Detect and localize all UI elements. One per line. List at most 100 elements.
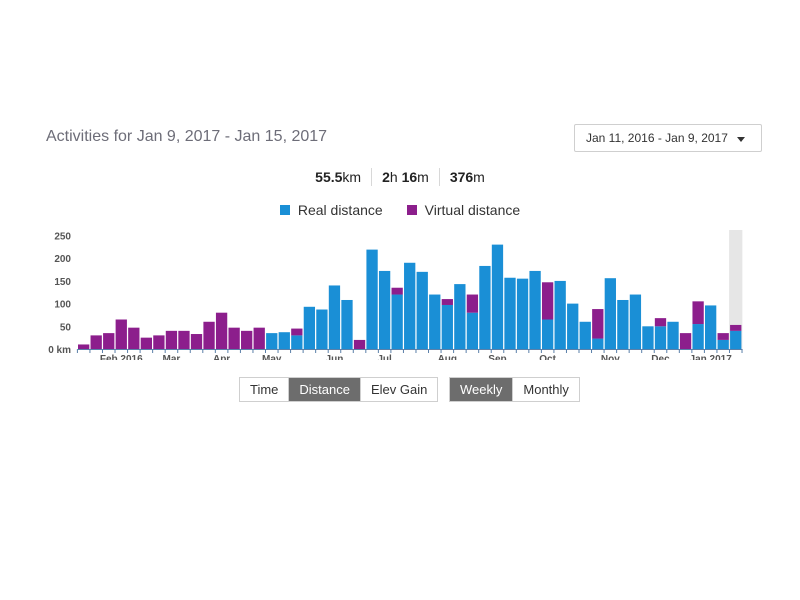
y-tick-label: 0 km	[48, 345, 71, 356]
real-distance-swatch	[279, 205, 290, 215]
totals-summary: 55.5km 2h 16m 376m	[0, 168, 800, 186]
virtual-distance-swatch	[406, 205, 417, 215]
total-distance: 55.5km	[315, 169, 362, 185]
bar-virtual-distance	[78, 344, 90, 349]
bar-virtual-distance	[391, 287, 403, 295]
bar-virtual-distance	[654, 318, 667, 327]
x-tick-label: Sep	[488, 354, 506, 360]
x-tick-label: Jul	[377, 354, 392, 360]
date-range-dropdown[interactable]: Jan 11, 2016 - Jan 9, 2017	[574, 124, 762, 152]
page-title: Activities for Jan 9, 2017 - Jan 15, 201…	[46, 128, 328, 145]
bar-real-distance	[642, 326, 654, 349]
bar-virtual-distance	[291, 328, 303, 336]
bar-real-distance	[316, 309, 328, 349]
bar-real-distance	[617, 299, 629, 349]
bar-real-distance	[378, 270, 391, 349]
chart-legend: Real distance Virtual distance	[0, 202, 800, 218]
legend-item-virtual[interactable]: Virtual distance	[406, 202, 521, 218]
x-tick-label: Nov	[601, 354, 620, 360]
x-tick-label: May	[262, 354, 282, 360]
bar-real-distance	[366, 249, 378, 349]
bar-virtual-distance	[541, 282, 554, 320]
bar-virtual-distance	[730, 324, 742, 331]
bar-real-distance	[529, 270, 541, 349]
elev-gain-button[interactable]: Elev Gain	[360, 378, 438, 401]
bar-virtual-distance	[90, 335, 102, 349]
bar-real-distance	[692, 324, 704, 349]
total-time: 2h 16m	[382, 169, 429, 185]
bar-virtual-distance	[353, 339, 366, 349]
bar-real-distance	[579, 321, 591, 349]
x-tick-label: Dec	[651, 354, 670, 360]
totals-divider	[371, 168, 373, 186]
x-tick-label: Jun	[326, 354, 344, 360]
bar-virtual-distance	[441, 299, 453, 305]
period-toggle: Weekly Monthly	[449, 377, 580, 402]
bar-real-distance	[391, 294, 403, 349]
x-tick-label: Aug	[438, 354, 457, 360]
x-tick-label: Jan 2017	[690, 354, 733, 360]
bar-real-distance	[266, 333, 278, 349]
bar-virtual-distance	[115, 319, 127, 349]
legend-label-virtual: Virtual distance	[424, 202, 521, 218]
totals-divider	[438, 168, 440, 186]
x-tick-label: Mar	[163, 354, 181, 360]
bar-virtual-distance	[103, 333, 115, 349]
bar-real-distance	[278, 332, 290, 349]
current-week-highlight	[729, 230, 743, 349]
bar-real-distance	[504, 277, 516, 349]
bar-real-distance	[554, 280, 566, 349]
bar-virtual-distance	[692, 301, 704, 325]
date-range-value: Jan 11, 2016 - Jan 9, 2017	[586, 131, 728, 145]
monthly-button[interactable]: Monthly	[513, 378, 579, 401]
legend-item-real[interactable]: Real distance	[279, 202, 383, 218]
bar-virtual-distance	[679, 333, 692, 349]
x-tick-label: Oct	[539, 354, 556, 360]
bar-virtual-distance	[717, 333, 729, 340]
bar-real-distance	[604, 278, 616, 349]
bar-virtual-distance	[165, 330, 178, 349]
weekly-button[interactable]: Weekly	[450, 378, 514, 401]
bar-virtual-distance	[241, 330, 253, 349]
bar-real-distance	[466, 312, 479, 349]
bar-virtual-distance	[592, 309, 604, 339]
bar-virtual-distance	[178, 330, 190, 349]
weekly-distance-chart: 0 km 50 100 150 200 250 Feb 2016 Mar Apr May Jun Ju…	[48, 230, 743, 360]
y-tick-label: 50	[60, 322, 72, 333]
bar-real-distance	[567, 303, 579, 349]
bar-real-distance	[416, 271, 428, 349]
bar-virtual-distance	[153, 335, 165, 349]
bar-real-distance	[541, 319, 554, 349]
x-tick-label: Apr	[213, 354, 230, 360]
bar-virtual-distance	[140, 337, 152, 349]
distance-button[interactable]: Distance	[289, 378, 361, 401]
bar-real-distance	[705, 305, 717, 349]
x-tick-label: Feb 2016	[100, 354, 143, 360]
bar-real-distance	[429, 294, 441, 349]
metric-toggle: Time Distance Elev Gain	[239, 377, 439, 402]
bar-real-distance	[291, 335, 303, 349]
bar-virtual-distance	[215, 312, 228, 349]
bar-real-distance	[730, 330, 742, 349]
bar-real-distance	[491, 244, 504, 349]
bar-real-distance	[516, 278, 529, 349]
bar-real-distance	[592, 338, 604, 349]
bar-real-distance	[441, 304, 453, 349]
bar-real-distance	[404, 262, 416, 349]
bar-virtual-distance	[190, 334, 203, 349]
y-tick-label: 100	[54, 300, 71, 311]
bar-virtual-distance	[228, 327, 240, 349]
bar-real-distance	[667, 321, 679, 349]
caret-down-icon	[737, 137, 745, 142]
bar-real-distance	[454, 284, 466, 349]
bar-virtual-distance	[128, 327, 140, 349]
bar-real-distance	[629, 294, 642, 349]
y-tick-label: 200	[54, 254, 71, 265]
y-tick-label: 250	[54, 232, 71, 243]
time-button[interactable]: Time	[240, 378, 290, 401]
bar-real-distance	[341, 299, 353, 349]
bar-virtual-distance	[253, 327, 265, 349]
bar-real-distance	[479, 265, 491, 349]
legend-label-real: Real distance	[297, 202, 383, 218]
y-tick-label: 150	[54, 277, 71, 288]
